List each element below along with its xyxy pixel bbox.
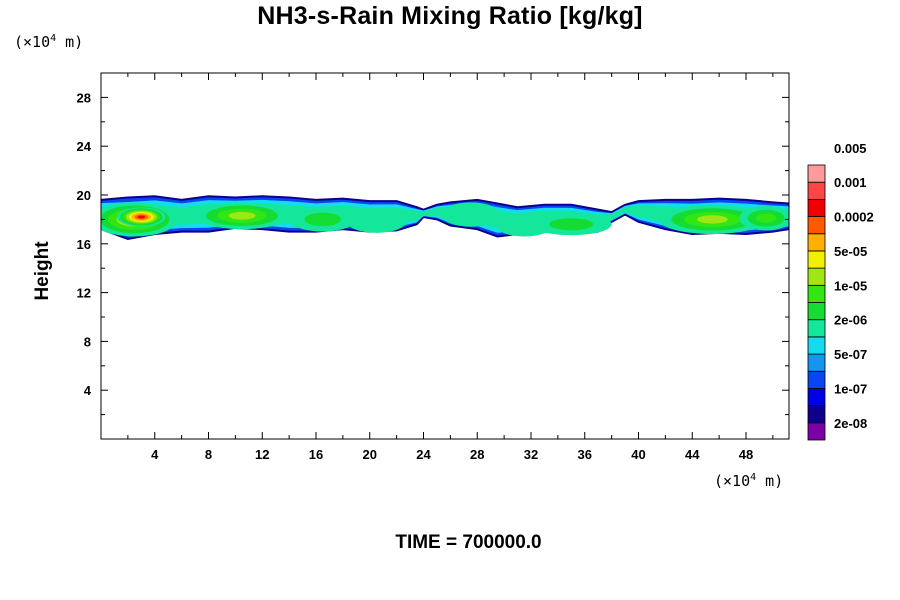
y-tick-label: 12 — [77, 286, 91, 301]
y-tick-label: 20 — [77, 188, 91, 203]
colorbar-label: 1e-07 — [834, 381, 867, 396]
x-tick-label: 24 — [416, 447, 431, 462]
x-tick-label: 16 — [309, 447, 323, 462]
colorbar-swatch — [807, 250, 826, 269]
colorbar-label: 5e-05 — [834, 244, 867, 259]
colorbar-swatch — [807, 284, 826, 303]
heatmap-field — [101, 195, 789, 240]
x-tick-label: 28 — [470, 447, 484, 462]
colorbar-label: 2e-06 — [834, 313, 867, 328]
y-tick-label: 28 — [77, 90, 91, 105]
chart-title: NH3-s-Rain Mixing Ratio [kg/kg] — [257, 2, 643, 30]
colorbar-label: 0.0002 — [834, 210, 874, 225]
y-tick-label: 16 — [77, 237, 91, 252]
x-tick-label: 8 — [205, 447, 212, 462]
colorbar-swatch — [807, 233, 826, 252]
colorbar-label: 0.001 — [834, 175, 867, 190]
plot-frame — [100, 72, 790, 440]
colorbar-label: 1e-05 — [834, 278, 867, 293]
colorbar-swatch — [807, 198, 826, 217]
colorbar: 2e-08 1e-07 5e-07 2e-06 1e-05 5e-05 0.0002 0.00… — [807, 141, 874, 441]
x-tick-label: 4 — [151, 447, 159, 462]
x-tick-label: 48 — [739, 447, 753, 462]
x-tick-label: 40 — [631, 447, 645, 462]
x-tick-label: 12 — [255, 447, 269, 462]
heatmap-blob — [756, 213, 777, 223]
colorbar-swatch — [807, 405, 826, 424]
time-label: TIME = 700000.0 — [395, 532, 542, 553]
y-tick-label: 8 — [84, 334, 91, 349]
x-tick-label: 20 — [363, 447, 377, 462]
x-tick-label: 32 — [524, 447, 538, 462]
colorbar-swatch — [807, 267, 826, 286]
heatmap-blob — [697, 215, 728, 224]
colorbar-swatch — [807, 216, 826, 235]
heatmap-blob — [549, 218, 594, 231]
colorbar-swatch — [807, 164, 826, 183]
colorbar-swatch — [807, 388, 826, 407]
heatmap-blob — [137, 215, 145, 219]
colorbar-swatch — [807, 353, 826, 372]
x-tick-label: 44 — [685, 447, 700, 462]
colorbar-label: 0.005 — [834, 141, 867, 156]
colorbar-swatch — [807, 181, 826, 200]
x-tick-label: 36 — [578, 447, 592, 462]
heatmap-blob — [440, 202, 501, 227]
heatmap-blob — [228, 211, 256, 220]
y-unit-label: (×104 m) — [14, 33, 84, 51]
colorbar-label: 5e-07 — [834, 347, 867, 362]
colorbar-label: 2e-08 — [834, 416, 867, 431]
colorbar-swatch — [807, 336, 826, 355]
x-unit-label: (×104 m) — [714, 472, 784, 490]
colorbar-swatch — [807, 370, 826, 389]
colorbar-swatch — [807, 422, 826, 441]
colorbar-swatch — [807, 302, 826, 321]
y-tick-label: 4 — [84, 383, 92, 398]
colorbar-swatch — [807, 319, 826, 338]
heatmap-blob — [304, 212, 342, 227]
y-tick-label: 24 — [77, 139, 92, 154]
heatmap-blob — [346, 210, 407, 233]
